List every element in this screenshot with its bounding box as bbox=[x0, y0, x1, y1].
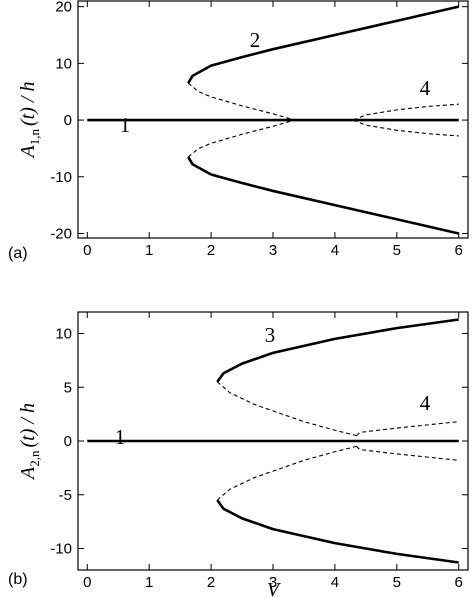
x-tick-label: 0 bbox=[83, 574, 91, 591]
y-tick-label: -10 bbox=[50, 169, 72, 186]
x-tick-label: 4 bbox=[331, 242, 339, 259]
y-tick-label: 0 bbox=[64, 112, 72, 129]
curve bbox=[187, 119, 295, 158]
curve bbox=[216, 445, 357, 501]
y-tick-label: 10 bbox=[55, 55, 72, 72]
y-label-main: A bbox=[17, 144, 39, 159]
x-tick-label: 5 bbox=[393, 242, 401, 259]
panel: 0 1 2 3 4 5 6 -10 -5 0 5 10 1 3 4 (b) A2,n (t) / h V bbox=[8, 311, 469, 598]
branch-label: 4 bbox=[420, 391, 431, 415]
curve bbox=[356, 445, 459, 461]
branch-label: 4 bbox=[420, 76, 431, 100]
x-tick-label: 4 bbox=[331, 574, 339, 591]
y-label-sub: 2,n bbox=[27, 450, 42, 467]
x-tick-label: 6 bbox=[455, 242, 463, 259]
x-tick-label: 2 bbox=[207, 574, 215, 591]
y-tick-label: -10 bbox=[50, 541, 72, 558]
branch-label: 3 bbox=[265, 323, 276, 347]
curve bbox=[216, 381, 357, 437]
x-tick-label: 1 bbox=[145, 242, 153, 259]
x-tick-label: 5 bbox=[393, 574, 401, 591]
y-label-rest: (t) / h bbox=[17, 82, 39, 126]
y-label-rest: (t) / h bbox=[17, 403, 39, 447]
y-tick-label: 10 bbox=[55, 326, 72, 343]
curve bbox=[216, 318, 459, 383]
curve bbox=[187, 5, 460, 84]
y-axis-label: A1,n (t) / h bbox=[17, 82, 42, 160]
y-tick-label: 0 bbox=[64, 433, 72, 450]
curve bbox=[353, 103, 459, 121]
panel-label: (b) bbox=[8, 571, 28, 588]
y-label-main: A bbox=[17, 466, 39, 481]
x-tick-label: 3 bbox=[269, 574, 277, 591]
branch-label: 2 bbox=[250, 28, 261, 52]
curve bbox=[187, 82, 295, 121]
panel-label: (a) bbox=[8, 245, 28, 262]
y-tick-label: -20 bbox=[50, 225, 72, 242]
x-axis-label: V bbox=[267, 579, 282, 598]
y-axis-label: A2,n (t) / h bbox=[17, 403, 42, 481]
branch-label: 1 bbox=[120, 113, 131, 137]
x-tick-label: 2 bbox=[207, 242, 215, 259]
y-tick-label: 20 bbox=[55, 0, 72, 16]
x-tick-label: 1 bbox=[145, 574, 153, 591]
curve bbox=[216, 499, 459, 564]
y-tick-label: 5 bbox=[64, 379, 72, 396]
x-tick-label: 0 bbox=[83, 242, 91, 259]
y-label-sub: 1,n bbox=[27, 128, 42, 145]
curve bbox=[356, 421, 459, 437]
y-tick-label: -5 bbox=[59, 487, 72, 504]
x-tick-label: 3 bbox=[269, 242, 277, 259]
curve bbox=[353, 119, 459, 137]
branch-label: 1 bbox=[115, 425, 126, 449]
curve bbox=[187, 156, 460, 235]
x-tick-label: 6 bbox=[455, 574, 463, 591]
